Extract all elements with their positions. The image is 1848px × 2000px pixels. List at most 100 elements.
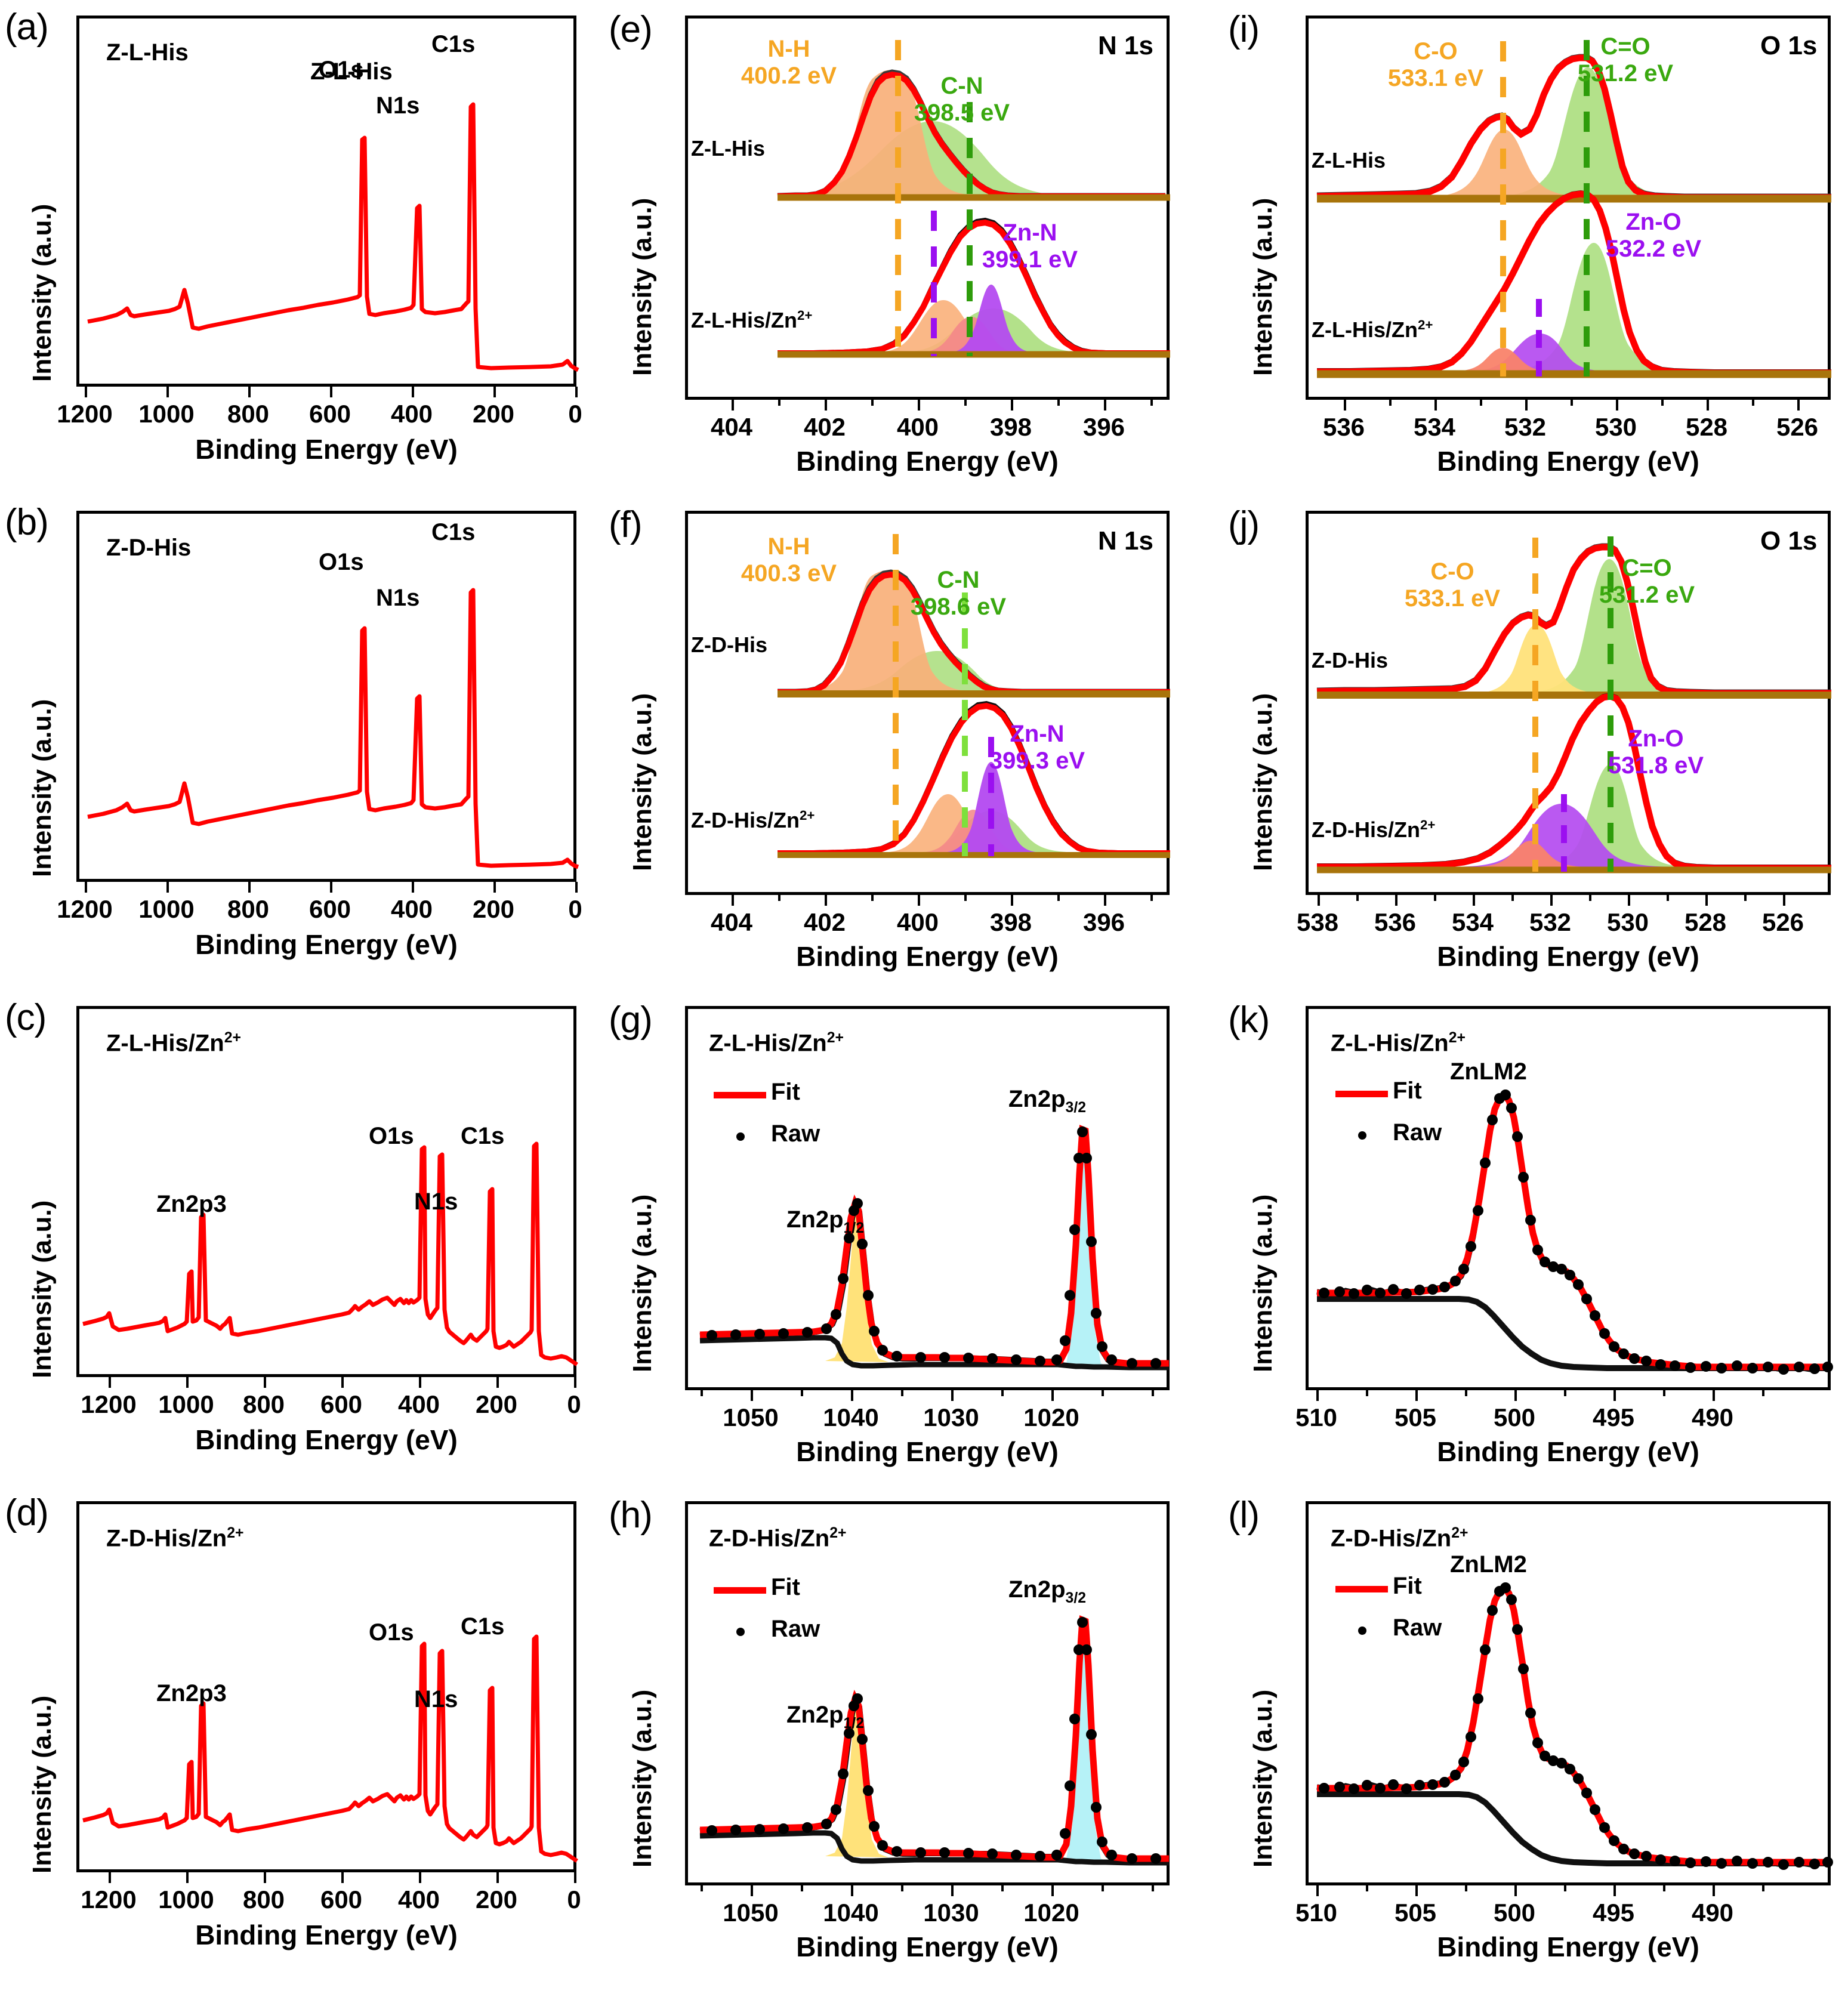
panel-j-x-axis-title: Binding Energy (eV) [1437,941,1699,972]
panel-e-x-axis-title: Binding Energy (eV) [796,446,1059,477]
panel-f-label: (f) [609,504,643,545]
panel-f-component-cn: C-N 398.6 eV [910,567,1007,620]
panel-c-xtick-2: 800 [242,1390,285,1418]
panel-a-peak-c1s: C1s [431,31,476,57]
panel-e-top-sample: Z-L-His [691,136,765,161]
panel-l-xtick-0: 510 [1295,1899,1338,1927]
panel-a-label: (a) [5,7,49,48]
panel-j-xtick-5: 528 [1684,908,1727,936]
panel-d-peak-c1s: C1s [461,1613,505,1640]
panel-f: (f) Intensity (a.u.) N [597,495,1193,973]
panel-c-peak-zn2p3: Zn2p3 [156,1191,227,1217]
panel-b-xtick-1: 1000 [138,895,195,923]
panel-h-legend-fit-label: Fit [771,1574,800,1600]
panel-e-y-axis-title: Intensity (a.u.) [628,197,657,376]
panel-l-xtick-3: 495 [1592,1899,1635,1927]
panel-d: (d) Intensity (a.u.) Z-D-His/Zn2+ Zn2p3 … [0,1486,597,1975]
panel-l-xtick-1: 505 [1394,1899,1437,1927]
panel-h: (h) Intensity (a.u.) Z- [597,1486,1193,1975]
panel-f-xtick-3: 398 [989,908,1032,936]
panel-i-y-axis-title: Intensity (a.u.) [1248,197,1278,376]
panel-c-peak-o1s: O1s [369,1123,414,1149]
panel-d-xtick-2: 800 [242,1885,285,1913]
panel-j-xtick-3: 532 [1529,908,1572,936]
panel-f-component-nh: N-H 400.3 eV [741,533,837,587]
panel-b-x-axis-title: Binding Energy (eV) [195,929,458,960]
panel-k-peak-znlm2: ZnLM2 [1450,1058,1527,1085]
panel-a-plot-area [76,16,579,387]
panel-d-y-axis-title: Intensity (a.u.) [27,1695,57,1874]
panel-k-xtick-0: 510 [1295,1403,1338,1431]
panel-f-xtick-1: 402 [803,908,846,936]
panel-e-xtick-3: 398 [989,413,1032,441]
panel-c-peak-n1s: N1s [414,1189,458,1215]
panel-c-xtick-4: 400 [397,1390,440,1418]
panel-l-label: (l) [1228,1495,1260,1536]
panel-b-xtick-6: 0 [568,895,582,923]
panel-k: (k) Intensity (a.u.) [1193,990,1848,1468]
panel-f-bottom-sample: Z-D-His/Zn2+ [691,808,815,832]
panel-c-xtick-5: 200 [475,1390,518,1418]
panel-h-label: (h) [609,1495,653,1536]
panel-b-xtick-5: 200 [472,895,515,923]
panel-i-xtick-4: 528 [1685,413,1728,441]
panel-d-xtick-1: 1000 [158,1885,214,1913]
panel-g-legend-raw-swatch [736,1132,745,1141]
panel-g-legend-fit-swatch [714,1092,766,1098]
panel-a-xtick-6: 0 [568,400,582,428]
panel-g-sample-name: Z-L-His/Zn2+ [709,1030,844,1057]
panel-g-xtick-0: 1050 [723,1403,779,1431]
panel-g-plot-area [685,1006,1170,1390]
panel-a-sample-name: Z-L-His [106,39,189,66]
panel-l-plot-area [1306,1501,1833,1885]
panel-d-xtick-4: 400 [397,1885,440,1913]
panel-a-y-axis-title: Intensity (a.u.) [27,203,57,382]
panel-k-legend-fit-label: Fit [1393,1078,1422,1104]
panel-d-sample-name: Z-D-His/Zn2+ [106,1525,244,1552]
panel-h-xtick-1: 1040 [823,1899,879,1927]
panel-d-xtick-3: 600 [320,1885,363,1913]
panel-k-legend-raw-label: Raw [1393,1119,1442,1146]
panel-e-xtick-0: 404 [710,413,753,441]
panel-a-xtick-4: 400 [390,400,433,428]
panel-j: (j) Intensity (a.u.) O 1s [1193,495,1848,973]
panel-b: (b) Intensity (a.u.) Z-D-His O1s N1s C1s… [0,495,597,973]
panel-l-sample-name: Z-D-His/Zn2+ [1331,1525,1468,1552]
panel-k-label: (k) [1228,999,1270,1041]
panel-j-bottom-sample: Z-D-His/Zn2+ [1312,817,1436,842]
panel-g-xtick-3: 1020 [1023,1403,1079,1431]
panel-j-plot-area [1306,511,1831,895]
panel-f-plot-area [685,511,1170,895]
panel-a: (a) Intensity (a.u.) Z-L-His Z-L-His O1s… [0,0,597,477]
panel-d-peak-o1s: O1s [369,1619,414,1646]
panel-a-xtick-5: 200 [472,400,515,428]
panel-l-legend-raw-label: Raw [1393,1615,1442,1641]
panel-d-xtick-0: 1200 [81,1885,137,1913]
panel-g-label: (g) [609,999,653,1041]
panel-b-xtick-3: 600 [308,895,351,923]
panel-b-xtick-0: 1200 [57,895,113,923]
panel-a-peak-n1s: N1s [376,92,420,119]
panel-h-legend-raw-label: Raw [771,1616,820,1642]
panel-c-sample-name: Z-L-His/Zn2+ [106,1030,242,1057]
panel-j-xtick-1: 536 [1374,908,1417,936]
panel-a-xtick-1: 1000 [138,400,195,428]
panel-i-xtick-1: 534 [1413,413,1456,441]
panel-e-xtick-1: 402 [803,413,846,441]
panel-d-plot-area [76,1501,578,1872]
panel-l-y-axis-title: Intensity (a.u.) [1248,1689,1278,1868]
panel-b-y-axis-title: Intensity (a.u.) [27,699,57,877]
panel-a-peak-o1s: O1s [319,57,364,83]
panel-j-component-c-double-o: C=O 531.2 eV [1599,555,1695,608]
panel-b-plot-area [76,511,579,882]
panel-h-legend-raw-swatch [736,1628,745,1636]
panel-c-y-axis-title: Intensity (a.u.) [27,1200,57,1378]
panel-l-x-axis-title: Binding Energy (eV) [1437,1931,1699,1962]
panel-g: (g) Intensity (a.u.) [597,990,1193,1468]
panel-d-xtick-5: 200 [475,1885,518,1913]
panel-i-component-c-double-o: C=O 531.2 eV [1577,33,1674,87]
panel-e-region-label: N 1s [1098,31,1153,60]
panel-b-peak-c1s: C1s [431,519,476,545]
panel-j-label: (j) [1228,504,1260,545]
panel-h-sample-name: Z-D-His/Zn2+ [709,1525,847,1552]
